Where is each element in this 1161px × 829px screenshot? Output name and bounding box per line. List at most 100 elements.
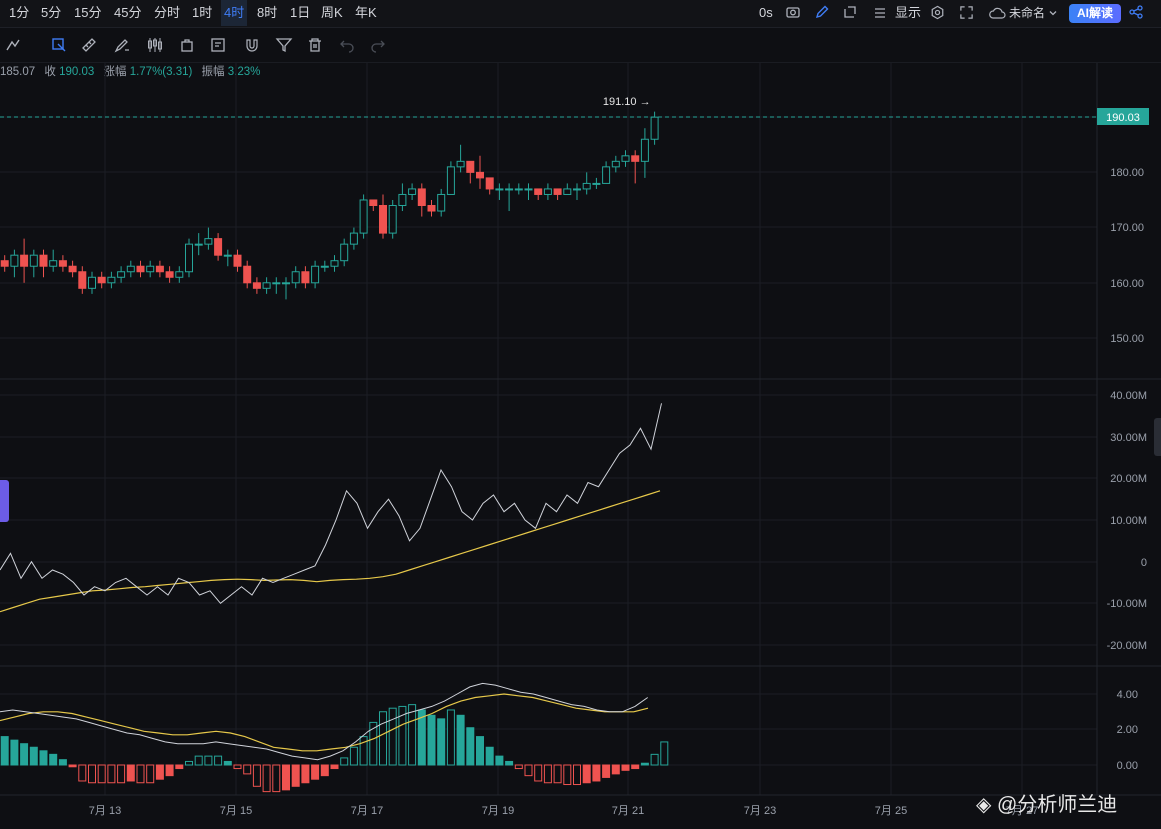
macd-histogram-bar	[417, 709, 426, 766]
timeframe-4[interactable]: 分时	[154, 5, 181, 20]
chevron-down-icon[interactable]	[1048, 0, 1058, 26]
candle-body	[446, 166, 455, 195]
macd-histogram-bar	[621, 764, 630, 771]
candle-body	[524, 188, 533, 191]
macd-histogram-bar	[291, 764, 300, 787]
macd-histogram-bar	[650, 753, 659, 766]
volume-tick-label: 40.00M	[1110, 390, 1147, 402]
candle-body	[0, 260, 9, 267]
candle-body	[611, 160, 620, 168]
macd-histogram-bar	[320, 764, 329, 777]
timeframe-7[interactable]: 8时	[257, 5, 278, 20]
macd-histogram-bar	[388, 707, 397, 766]
macd-histogram-bar	[563, 764, 572, 786]
menu-icon[interactable]	[873, 0, 887, 26]
timeframe-6[interactable]: 4时	[221, 0, 248, 26]
candle-body	[514, 188, 523, 191]
volume-indicator	[0, 403, 662, 613]
macd-histogram-bar	[175, 764, 184, 770]
macd-histogram-bar	[126, 764, 135, 782]
ruler-icon[interactable]	[80, 36, 98, 54]
candle-body	[262, 282, 271, 289]
candle-body	[282, 282, 290, 285]
timeframe-bar: 1分 5分 15分 45分 分时 1时 4时 8时 1日 周K 年K 0s 显示 未命名 AI解读	[0, 0, 1161, 28]
candle-body	[165, 271, 174, 278]
candle-body	[582, 182, 591, 190]
timeframe-3[interactable]: 45分	[114, 5, 142, 20]
volume-tick-label: -10.00M	[1107, 598, 1147, 610]
candle-body	[58, 260, 67, 267]
timeframe-5[interactable]: 1时	[192, 5, 213, 20]
candle-body	[320, 265, 329, 268]
candle-body	[456, 160, 465, 168]
side-panel-tab[interactable]	[0, 480, 9, 522]
date-tick-label: 7月 23	[744, 805, 776, 817]
camera-icon[interactable]	[785, 0, 801, 26]
crop-icon[interactable]	[842, 0, 858, 26]
date-tick-label: 7月 19	[482, 805, 514, 817]
trend-line-icon[interactable]	[4, 36, 22, 54]
macd-histogram-bar	[214, 755, 223, 766]
candle-body	[330, 260, 339, 267]
candle-body	[340, 243, 349, 262]
timeframe-10[interactable]: 年K	[355, 5, 377, 20]
candle-body	[369, 199, 378, 206]
close-value: 190.03	[59, 66, 95, 78]
candle-body	[379, 204, 387, 234]
volume-tick-label: 20.00M	[1110, 473, 1147, 485]
redo-icon[interactable]	[369, 36, 387, 54]
macd-indicator	[0, 682, 669, 793]
undo-icon[interactable]	[338, 36, 356, 54]
candlestick-series: 191.10 →	[0, 96, 1097, 300]
candle-body	[204, 238, 213, 245]
fullscreen-icon[interactable]	[959, 0, 974, 26]
macd-histogram-bar	[223, 760, 232, 766]
candle-body	[417, 188, 426, 206]
watermark: ◈ @分析师兰迪	[976, 794, 1118, 816]
macd-dea-line	[0, 693, 649, 752]
magnet-icon[interactable]	[243, 36, 261, 54]
filter-icon[interactable]	[275, 36, 293, 54]
volume-tick-label: 10.00M	[1110, 515, 1147, 527]
pencil-icon[interactable]	[814, 0, 830, 26]
candle-body	[543, 188, 552, 195]
macd-histogram-bar	[282, 764, 290, 791]
candle-body	[349, 232, 358, 245]
macd-histogram-bar	[514, 764, 523, 770]
candle-body	[359, 199, 368, 234]
macd-histogram-bar	[485, 746, 494, 766]
brush-icon[interactable]	[113, 36, 131, 54]
panel-resize-handle[interactable]	[1154, 418, 1161, 456]
high-price-marker: 191.10 →	[603, 96, 651, 108]
trash-icon[interactable]	[306, 36, 324, 54]
change-value: 1.77%(3.31)	[129, 66, 193, 78]
candle-pattern-icon[interactable]	[146, 36, 164, 54]
candle-body	[107, 276, 116, 284]
shopping-bag-icon[interactable]	[178, 36, 196, 54]
macd-histogram-bar	[582, 764, 591, 784]
macd-histogram-bar	[466, 727, 475, 766]
select-cursor-icon[interactable]	[50, 36, 68, 54]
display-button[interactable]: 显示	[895, 5, 922, 20]
candle-body	[640, 138, 649, 162]
change-label: 涨幅	[103, 66, 127, 78]
candle-body	[437, 193, 446, 212]
timeframe-8[interactable]: 1日	[290, 5, 311, 20]
timeframe-0[interactable]: 1分	[9, 5, 30, 20]
share-icon[interactable]	[1128, 0, 1144, 26]
volume-tick-label: -20.00M	[1107, 640, 1147, 652]
timeframe-2[interactable]: 15分	[74, 5, 102, 20]
settings-gear-icon[interactable]	[930, 0, 945, 26]
candle-body	[631, 155, 640, 162]
layout-name-dropdown[interactable]: 未命名	[1009, 6, 1046, 20]
note-edit-icon[interactable]	[209, 36, 227, 54]
candle-body	[49, 260, 58, 267]
timeframe-1[interactable]: 5分	[41, 5, 62, 20]
price-tick-label: 150.00	[1110, 333, 1144, 345]
ai-analysis-button[interactable]: AI解读	[1069, 4, 1121, 23]
cloud-icon[interactable]	[988, 0, 1006, 26]
timeframe-9[interactable]: 周K	[321, 5, 343, 20]
macd-histogram-bar	[524, 764, 533, 777]
candle-body	[388, 204, 397, 234]
